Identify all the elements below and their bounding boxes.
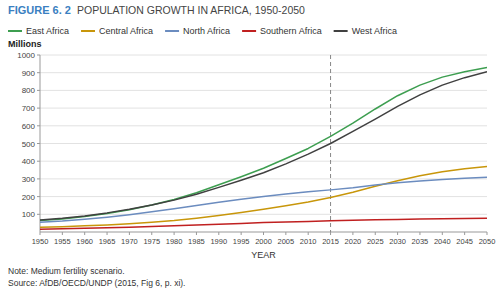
y-tick-label: 400: [22, 157, 36, 166]
legend-swatch: [165, 30, 179, 32]
x-axis: [40, 232, 487, 233]
grid-line: [40, 143, 487, 144]
legend-swatch: [334, 30, 348, 32]
legend-item: Southern Africa: [242, 26, 322, 36]
series-line: [40, 167, 487, 228]
x-tick-label: 2030: [389, 237, 406, 246]
x-tick-label: 1975: [143, 237, 160, 246]
x-tick-label: 2015: [322, 237, 339, 246]
x-tick-label: 2020: [345, 237, 362, 246]
x-tick-label: 1970: [121, 237, 138, 246]
x-tick-label: 1985: [188, 237, 205, 246]
series-line: [40, 67, 487, 220]
legend-label: Central Africa: [99, 26, 153, 36]
x-tick-label: 1950: [32, 237, 49, 246]
legend-label: West Africa: [352, 26, 397, 36]
series-line: [40, 177, 487, 222]
x-tick-label: 1990: [210, 237, 227, 246]
y-tick-label: 100: [22, 210, 36, 219]
legend-item: East Africa: [8, 26, 69, 36]
x-tick-label: 1980: [166, 237, 183, 246]
x-tick-label: 1955: [54, 237, 71, 246]
x-tick-label: 1960: [76, 237, 93, 246]
x-tick-label: 2005: [278, 237, 295, 246]
legend-item: Central Africa: [81, 26, 153, 36]
legend-label: Southern Africa: [260, 26, 322, 36]
y-axis-label: Millions: [8, 39, 42, 49]
x-tick-label: 2010: [300, 237, 317, 246]
grid-line: [40, 125, 487, 126]
y-axis: [40, 55, 41, 232]
note: Source: AfDB/OECD/UNDP (2015, Fig 6, p. …: [8, 278, 185, 288]
grid-line: [40, 55, 487, 56]
y-tick-label: 1000: [17, 51, 35, 60]
subtitle: POPULATION GROWTH IN AFRICA, 1950-2050: [77, 4, 305, 16]
legend-swatch: [242, 30, 256, 32]
note: Note: Medium fertility scenario.: [8, 266, 125, 276]
x-tick-label: 2050: [479, 237, 496, 246]
y-tick-label: 600: [22, 122, 36, 131]
grid-line: [40, 90, 487, 91]
x-axis-label: YEAR: [251, 250, 276, 260]
grid-line: [40, 161, 487, 162]
legend-swatch: [8, 30, 22, 32]
y-tick-label: 500: [22, 140, 36, 149]
y-tick-label: 900: [22, 69, 36, 78]
x-tick-label: 1995: [233, 237, 250, 246]
grid-line: [40, 178, 487, 179]
legend-item: West Africa: [334, 26, 397, 36]
plot-area: [40, 55, 487, 232]
x-tick-label: 1965: [99, 237, 116, 246]
grid-line: [40, 108, 487, 109]
x-tick-label: 2025: [367, 237, 384, 246]
y-tick-label: 200: [22, 193, 36, 202]
legend-swatch: [81, 30, 95, 32]
y-tick-label: 700: [22, 104, 36, 113]
grid-line: [40, 72, 487, 73]
legend-item: North Africa: [165, 26, 230, 36]
title: FIGURE 6. 2: [8, 4, 71, 16]
y-tick-label: 800: [22, 86, 36, 95]
x-tick-label: 2000: [255, 237, 272, 246]
chart: FIGURE 6. 2 POPULATION GROWTH IN AFRICA, …: [0, 0, 499, 300]
series-line: [40, 72, 487, 220]
legend-label: North Africa: [183, 26, 230, 36]
legend-label: East Africa: [26, 26, 69, 36]
x-tick-label: 2035: [412, 237, 429, 246]
x-tick-label: 2040: [434, 237, 451, 246]
series-line: [40, 218, 487, 229]
y-tick-label: 300: [22, 175, 36, 184]
legend: East Africa Central Africa North Africa Sou…: [8, 26, 397, 36]
x-tick-label: 2045: [456, 237, 473, 246]
